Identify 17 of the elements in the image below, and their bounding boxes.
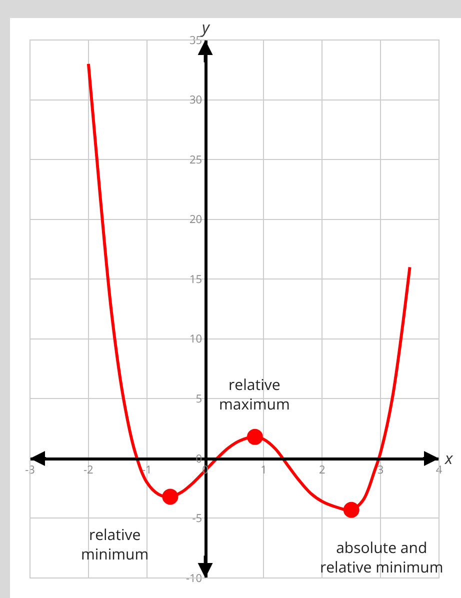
x-tick-label: -2 [84,462,94,478]
y-tick-label: -5 [192,511,202,526]
y-tick-label: 15 [189,272,202,287]
y-tick-label: 25 [189,152,202,168]
y-tick-label: 30 [189,92,202,108]
y-tick-label: 10 [189,332,202,347]
y-axis-title: y [200,16,211,38]
y-tick-label: 5 [196,392,202,407]
y-tick-label: 20 [189,212,202,228]
x-tick-label: 3 [377,462,384,478]
x-tick-label: 2 [318,462,326,478]
x-axis-title: x [444,447,454,469]
annotation: relative minimum [81,525,149,564]
x-tick-label: -1 [142,462,152,478]
annotation: absolute and relative minimum [320,538,444,578]
annotation: relative maximum [219,375,290,414]
x-tick-label: 1 [260,462,267,478]
